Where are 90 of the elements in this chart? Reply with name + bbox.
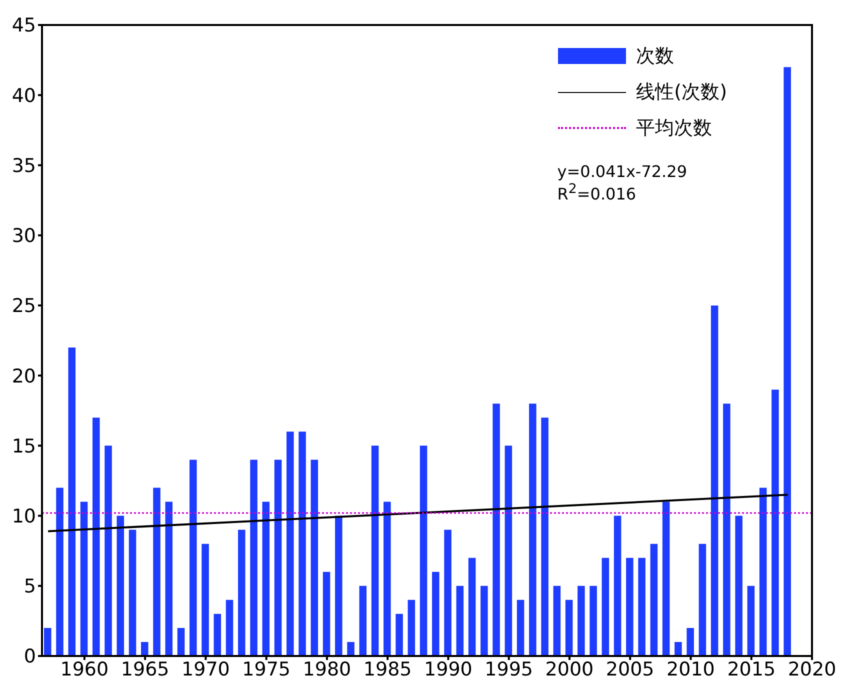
bar	[504, 446, 512, 656]
bar	[408, 600, 416, 656]
bar	[626, 558, 634, 656]
legend-label: 线性(次数)	[636, 80, 727, 105]
bar	[371, 446, 379, 656]
bar	[214, 614, 222, 656]
bar	[384, 502, 391, 656]
bar	[56, 488, 64, 656]
bar	[262, 502, 270, 656]
bar	[529, 404, 536, 656]
bar	[310, 460, 318, 656]
bar	[396, 614, 403, 656]
bar	[516, 600, 524, 656]
y-tick-label: 40	[12, 84, 36, 107]
bar	[578, 586, 585, 656]
x-tick-label: 1960	[60, 658, 109, 680]
bar	[44, 628, 52, 656]
bar	[468, 558, 476, 656]
x-tick-label: 1980	[302, 658, 352, 680]
bar	[590, 586, 597, 656]
x-tick-label: 1985	[363, 658, 412, 680]
bar	[614, 516, 622, 656]
bar	[202, 544, 209, 656]
bar	[723, 404, 730, 656]
x-tick-label: 1965	[120, 658, 170, 680]
bar	[553, 586, 561, 656]
bar	[80, 502, 88, 656]
bar	[190, 460, 197, 656]
y-tick-label: 30	[12, 225, 36, 248]
y-tick-label: 5	[24, 576, 36, 598]
bar	[710, 305, 718, 656]
y-tick-label: 15	[12, 435, 36, 458]
bar	[347, 642, 354, 656]
bar	[116, 516, 124, 656]
bar	[141, 642, 148, 656]
bar	[541, 418, 548, 656]
bar	[177, 628, 185, 656]
x-tick-label: 1970	[182, 658, 230, 680]
y-tick-label: 10	[12, 506, 36, 528]
y-tick-label: 35	[12, 154, 36, 177]
bar	[250, 460, 258, 656]
bar	[662, 502, 670, 656]
annotation: R$^{2}$=0.016	[557, 181, 638, 204]
y-tick-label: 45	[12, 14, 36, 37]
bar	[322, 572, 330, 656]
x-tick-label: 2015	[727, 658, 776, 680]
bar	[104, 446, 112, 656]
bar	[492, 404, 500, 656]
y-tick-label: 25	[12, 295, 36, 318]
x-tick-label: 2000	[545, 658, 594, 680]
bar	[686, 628, 694, 656]
bar	[128, 530, 136, 656]
bar	[638, 558, 646, 656]
bar	[772, 390, 779, 656]
bar	[650, 544, 658, 656]
bar	[602, 558, 610, 656]
x-tick-label: 2005	[606, 658, 654, 680]
bar	[298, 432, 306, 656]
legend-label: 平均次数	[636, 116, 712, 141]
bar	[68, 348, 76, 656]
x-tick-label: 1975	[242, 658, 291, 680]
bar	[335, 516, 342, 656]
bar	[153, 488, 160, 656]
bar	[420, 446, 428, 656]
bar	[359, 586, 367, 656]
bar	[456, 586, 464, 656]
x-tick-label: 1995	[484, 658, 534, 680]
bar	[565, 600, 573, 656]
bar	[747, 586, 755, 656]
y-tick-label: 20	[12, 365, 36, 388]
bar	[698, 544, 706, 656]
bar	[238, 530, 246, 656]
x-tick-label: 2010	[666, 658, 715, 680]
annotation: y=0.041x-72.29	[557, 162, 687, 181]
bar	[226, 600, 234, 656]
bar	[784, 67, 791, 656]
bar	[735, 516, 742, 656]
bar	[759, 488, 767, 656]
x-tick-label: 1990	[424, 658, 472, 680]
bar	[165, 502, 173, 656]
bar	[444, 530, 452, 656]
bar	[286, 432, 294, 656]
bar	[432, 572, 440, 656]
bar	[274, 460, 282, 656]
x-tick-label: 2020	[788, 658, 836, 680]
legend-label: 次数	[636, 44, 674, 69]
y-tick-label: 0	[24, 646, 36, 668]
bar	[674, 642, 682, 656]
bar	[92, 418, 100, 656]
bar	[480, 586, 488, 656]
